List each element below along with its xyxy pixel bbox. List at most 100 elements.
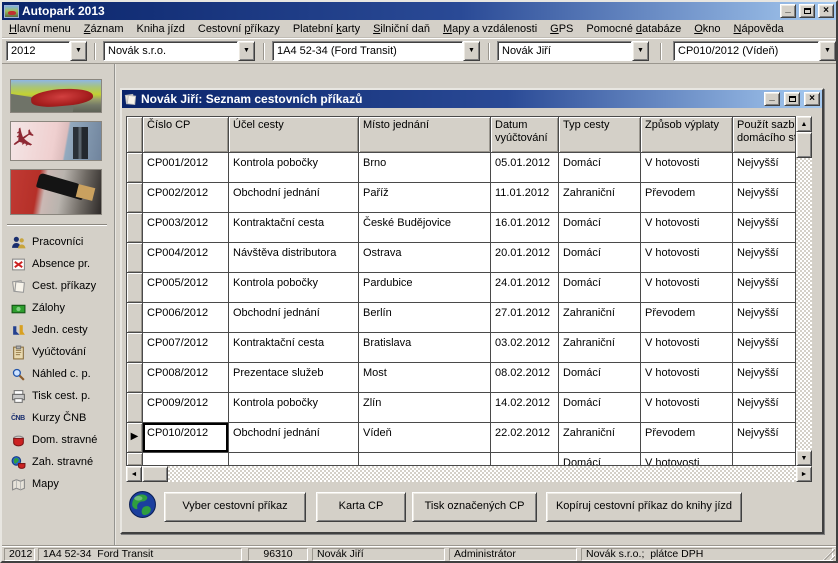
table-row[interactable]: CP008/2012 Prezentace služeb Most 08.02.201… — [127, 363, 795, 393]
table-cell[interactable]: Převodem — [641, 303, 733, 333]
table-cell[interactable]: V hotovosti — [641, 273, 733, 303]
column-header[interactable]: Místo jednání — [359, 117, 491, 153]
row-marker-cell[interactable] — [127, 273, 143, 303]
chevron-down-icon[interactable]: ▼ — [819, 41, 836, 61]
table-cell[interactable]: CP001/2012 — [143, 153, 229, 183]
column-header[interactable]: Typ cesty — [559, 117, 641, 153]
table-cell[interactable]: V hotovosti — [641, 393, 733, 423]
menu-item[interactable]: Kniha jízd — [136, 22, 185, 35]
sidebar-item-tisk[interactable]: Tisk cest. p. — [11, 385, 97, 407]
table-cell[interactable]: Prezentace služeb — [229, 363, 359, 393]
table-cell[interactable]: 27.01.2012 — [491, 303, 559, 333]
table-cell[interactable]: Nejvyšší — [733, 213, 795, 243]
table-cell[interactable]: 11.01.2012 — [491, 183, 559, 213]
table-cell[interactable]: Převodem — [641, 423, 733, 453]
sidebar-item-zalohy[interactable]: Zálohy — [11, 297, 97, 319]
menu-item[interactable]: Nápověda — [733, 22, 784, 35]
table-cell[interactable]: CP002/2012 — [143, 183, 229, 213]
vertical-scrollbar[interactable]: ▲ ▼ — [796, 116, 812, 466]
table-row[interactable]: CP001/2012 Kontrola pobočky Brno 05.01.2012… — [127, 153, 795, 183]
table-row[interactable]: CP006/2012 Obchodní jednání Berlín 27.01.20… — [127, 303, 795, 333]
table-cell[interactable]: 03.02.2012 — [491, 333, 559, 363]
menu-item[interactable]: Záznam — [83, 22, 124, 35]
table-cell[interactable]: Domácí — [559, 393, 641, 423]
table-cell[interactable]: Domácí — [559, 243, 641, 273]
table-cell[interactable]: CP003/2012 — [143, 213, 229, 243]
table-cell[interactable]: Obchodní jednání — [229, 183, 359, 213]
table-cell[interactable]: 16.01.2012 — [491, 213, 559, 243]
horizontal-scrollbar[interactable]: ◄ ► — [126, 466, 812, 482]
table-row[interactable]: ▶ CP010/2012 Obchodní jednání Vídeň 22.02.20… — [127, 423, 795, 453]
select-travel-order-button[interactable]: Vyber cestovní příkaz — [164, 492, 306, 522]
sidebar-item-cest-prikazy[interactable]: Cest. příkazy — [11, 275, 97, 297]
sidebar-item-absence[interactable]: Absence pr. — [11, 253, 97, 275]
row-marker-cell[interactable] — [127, 363, 143, 393]
chevron-down-icon[interactable]: ▼ — [463, 41, 480, 61]
row-marker-cell[interactable] — [127, 453, 143, 465]
table-cell[interactable]: CP006/2012 — [143, 303, 229, 333]
vehicle-combobox-value[interactable]: 1A4 52-34 (Ford Transit) — [272, 41, 463, 61]
menu-item[interactable]: Mapy a vzdálenosti — [442, 22, 538, 35]
table-cell[interactable]: CP010/2012 — [143, 423, 229, 453]
table-row[interactable]: CP002/2012 Obchodní jednání Paříž 11.01.201… — [127, 183, 795, 213]
driver-combobox[interactable]: Novák Jiří ▼ — [497, 41, 649, 61]
table-cell[interactable]: V hotovosti — [641, 333, 733, 363]
travel-order-combobox-value[interactable]: CP010/2012 (Vídeň) — [673, 41, 819, 61]
table-cell[interactable]: Převodem — [641, 183, 733, 213]
table-cell[interactable]: CP004/2012 — [143, 243, 229, 273]
table-cell[interactable]: Domácí — [559, 453, 641, 465]
chevron-down-icon[interactable]: ▼ — [70, 41, 87, 61]
child-title-bar[interactable]: Novák Jiří: Seznam cestovních příkazů _ … — [122, 90, 822, 108]
menu-item[interactable]: Platební karty — [292, 22, 361, 35]
horizontal-scroll-thumb[interactable] — [142, 466, 168, 482]
menu-item[interactable]: Hlavní menu — [9, 22, 71, 35]
table-cell[interactable] — [491, 453, 559, 465]
table-cell[interactable]: Kontraktační cesta — [229, 333, 359, 363]
row-marker-cell[interactable]: ▶ — [127, 423, 143, 453]
child-minimize-button[interactable]: _ — [764, 92, 780, 106]
table-row[interactable]: CP004/2012 Návštěva distributora Ostrava 20… — [127, 243, 795, 273]
print-marked-button[interactable]: Tisk označených CP — [412, 492, 537, 522]
table-cell[interactable] — [229, 453, 359, 465]
chevron-down-icon[interactable]: ▼ — [238, 41, 255, 61]
table-cell[interactable]: Nejvyšší — [733, 243, 795, 273]
year-combobox-value[interactable]: 2012 — [6, 41, 70, 61]
vehicle-combobox[interactable]: 1A4 52-34 (Ford Transit) ▼ — [272, 41, 480, 61]
scroll-up-icon[interactable]: ▲ — [796, 116, 812, 132]
table-cell[interactable]: Nejvyšší — [733, 363, 795, 393]
table-cell[interactable]: CP008/2012 — [143, 363, 229, 393]
scroll-left-icon[interactable]: ◄ — [126, 466, 142, 482]
table-cell[interactable]: 05.01.2012 — [491, 153, 559, 183]
table-cell[interactable]: Nejvyšší — [733, 153, 795, 183]
travel-order-card-button[interactable]: Karta CP — [316, 492, 406, 522]
sidebar-item-pracovnici[interactable]: Pracovníci — [11, 231, 97, 253]
table-cell[interactable]: Nejvyšší — [733, 183, 795, 213]
sidebar-item-zah-stravne[interactable]: Zah. stravné — [11, 451, 97, 473]
table-cell[interactable]: Zahraniční — [559, 333, 641, 363]
table-cell[interactable]: CP007/2012 — [143, 333, 229, 363]
table-cell[interactable]: Vídeň — [359, 423, 491, 453]
row-marker-cell[interactable] — [127, 183, 143, 213]
table-cell[interactable]: Berlín — [359, 303, 491, 333]
table-cell[interactable]: Zahraniční — [559, 183, 641, 213]
company-combobox-value[interactable]: Novák s.r.o. — [103, 41, 238, 61]
menu-item[interactable]: Cestovní příkazy — [197, 22, 280, 35]
table-cell[interactable]: V hotovosti — [641, 213, 733, 243]
table-cell[interactable]: CP009/2012 — [143, 393, 229, 423]
company-combobox[interactable]: Novák s.r.o. ▼ — [103, 41, 255, 61]
row-marker-cell[interactable] — [127, 243, 143, 273]
sidebar-item-jedn-cesty[interactable]: Jedn. cesty — [11, 319, 97, 341]
table-cell[interactable]: Návštěva distributora — [229, 243, 359, 273]
table-cell[interactable]: Most — [359, 363, 491, 393]
column-header[interactable]: Číslo CP — [143, 117, 229, 153]
child-close-button[interactable]: × — [804, 92, 820, 106]
table-row[interactable]: CP007/2012 Kontraktační cesta Bratislava 03… — [127, 333, 795, 363]
table-cell[interactable]: Nejvyšší — [733, 423, 795, 453]
column-header[interactable]: Použít sazbu domácího stravné — [733, 117, 795, 153]
table-cell[interactable]: Domácí — [559, 273, 641, 303]
sidebar-item-mapy[interactable]: Mapy — [11, 473, 97, 495]
table-cell[interactable]: Kontrola pobočky — [229, 393, 359, 423]
table-cell[interactable]: Obchodní jednání — [229, 423, 359, 453]
table-cell[interactable]: Nejvyšší — [733, 303, 795, 333]
table-cell[interactable]: V hotovosti — [641, 453, 733, 465]
